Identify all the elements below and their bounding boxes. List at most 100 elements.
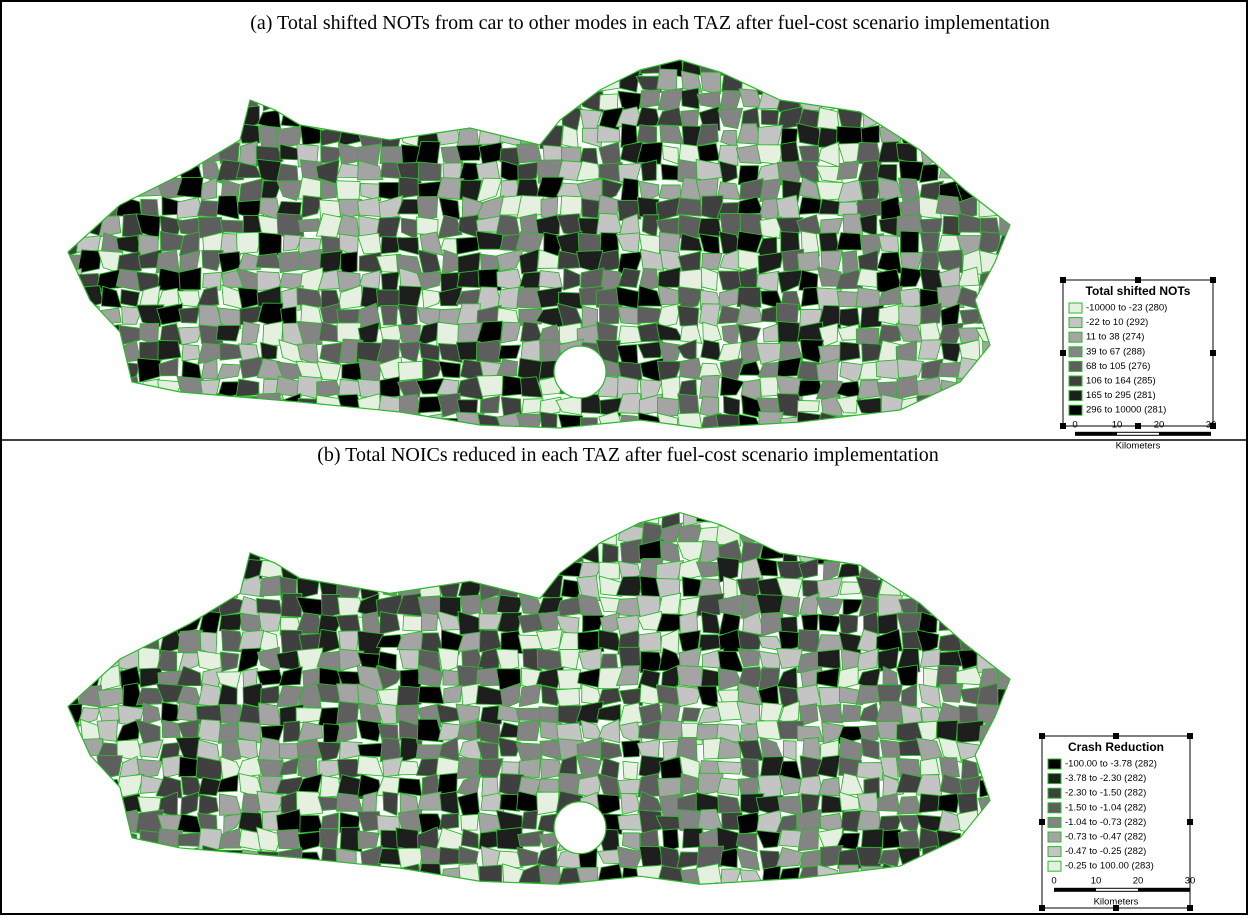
taz-zone (380, 612, 400, 635)
taz-zone (101, 792, 121, 810)
taz-zone (881, 883, 902, 905)
taz-zone (182, 344, 200, 361)
taz-zone (978, 868, 1002, 888)
taz-zone (500, 722, 519, 737)
taz-zone (658, 885, 680, 902)
taz-zone (479, 865, 502, 886)
taz-zone (839, 58, 858, 76)
taz-zone (256, 253, 281, 268)
taz-zone (303, 541, 322, 563)
taz-zone (942, 127, 957, 144)
taz-zone (618, 91, 642, 109)
taz-zone (923, 127, 944, 148)
taz-zone (897, 53, 924, 71)
taz-zone (999, 648, 1020, 667)
taz-zone (738, 778, 758, 796)
taz-zone (59, 69, 84, 90)
taz-zone (239, 179, 263, 203)
taz-zone (121, 560, 144, 581)
taz-zone (302, 196, 322, 218)
taz-zone (359, 92, 382, 107)
taz-zone (177, 542, 202, 561)
panel-title: (b) Total NOICs reduced in each TAZ afte… (317, 444, 939, 466)
taz-zone (298, 177, 323, 199)
taz-zone (798, 506, 818, 523)
taz-zone (378, 58, 404, 75)
taz-zone (499, 91, 522, 112)
taz-zone (297, 87, 323, 110)
taz-zone (957, 810, 978, 832)
taz-zone (82, 882, 100, 901)
taz-zone (201, 865, 221, 885)
taz-zone (997, 161, 1021, 181)
taz-zone (677, 340, 696, 361)
taz-zone (700, 72, 720, 94)
taz-zone (196, 94, 218, 112)
taz-zone (216, 545, 241, 561)
taz-zone (923, 846, 942, 865)
taz-zone (318, 412, 341, 436)
taz-zone (80, 629, 99, 650)
taz-zone (958, 92, 981, 112)
legend-label: -2.30 to -1.50 (282) (1065, 788, 1146, 799)
taz-zone (718, 306, 739, 324)
taz-zone (320, 343, 342, 364)
taz-zone (962, 614, 981, 633)
taz-zone (520, 93, 543, 109)
taz-zone (342, 558, 359, 579)
taz-zone (459, 847, 478, 864)
taz-zone (997, 720, 1023, 741)
taz-zone (383, 792, 398, 816)
taz-zone (178, 720, 200, 738)
taz-zone (279, 667, 302, 686)
legend-swatch (1048, 788, 1061, 798)
taz-zone (259, 612, 282, 631)
taz-zone (96, 394, 119, 418)
taz-zone (460, 52, 482, 73)
taz-zone (956, 162, 983, 183)
taz-zone (801, 287, 819, 306)
taz-zone (898, 414, 920, 436)
taz-zone (278, 524, 303, 545)
taz-zone (800, 593, 820, 616)
scale-label: 10 (1112, 419, 1123, 430)
taz-zone (940, 434, 961, 454)
taz-zone (118, 612, 142, 637)
taz-zone (499, 345, 521, 359)
taz-zone (96, 866, 123, 884)
taz-zone (958, 868, 981, 887)
taz-zone (62, 757, 80, 777)
taz-zone (59, 524, 84, 546)
taz-zone (939, 88, 962, 111)
taz-zone (736, 848, 759, 870)
scale-unit: Kilometers (1116, 440, 1161, 451)
taz-zone (496, 543, 519, 561)
taz-zone (57, 305, 84, 323)
taz-zone (301, 74, 324, 90)
taz-zone (936, 195, 961, 216)
taz-zone (257, 393, 281, 414)
taz-zone (577, 867, 598, 887)
taz-zone (417, 864, 442, 889)
resize-handle (1113, 733, 1119, 739)
taz-zone (357, 105, 381, 128)
taz-zone (698, 884, 717, 904)
taz-zone (943, 523, 961, 540)
taz-zone (237, 503, 262, 526)
taz-zone (458, 611, 482, 634)
taz-zone (983, 341, 1004, 364)
taz-zone (997, 811, 1018, 830)
taz-zone (917, 106, 940, 128)
taz-zone (497, 57, 524, 74)
taz-zone (141, 544, 163, 558)
taz-zone (997, 576, 1022, 598)
taz-zone (198, 414, 221, 429)
taz-zone (660, 125, 684, 144)
taz-zone (217, 108, 243, 129)
taz-zone (158, 340, 181, 360)
taz-zone (998, 195, 1023, 214)
taz-zone (960, 849, 980, 871)
taz-zone (539, 271, 563, 289)
taz-zone (360, 883, 381, 906)
taz-zone (357, 161, 382, 180)
